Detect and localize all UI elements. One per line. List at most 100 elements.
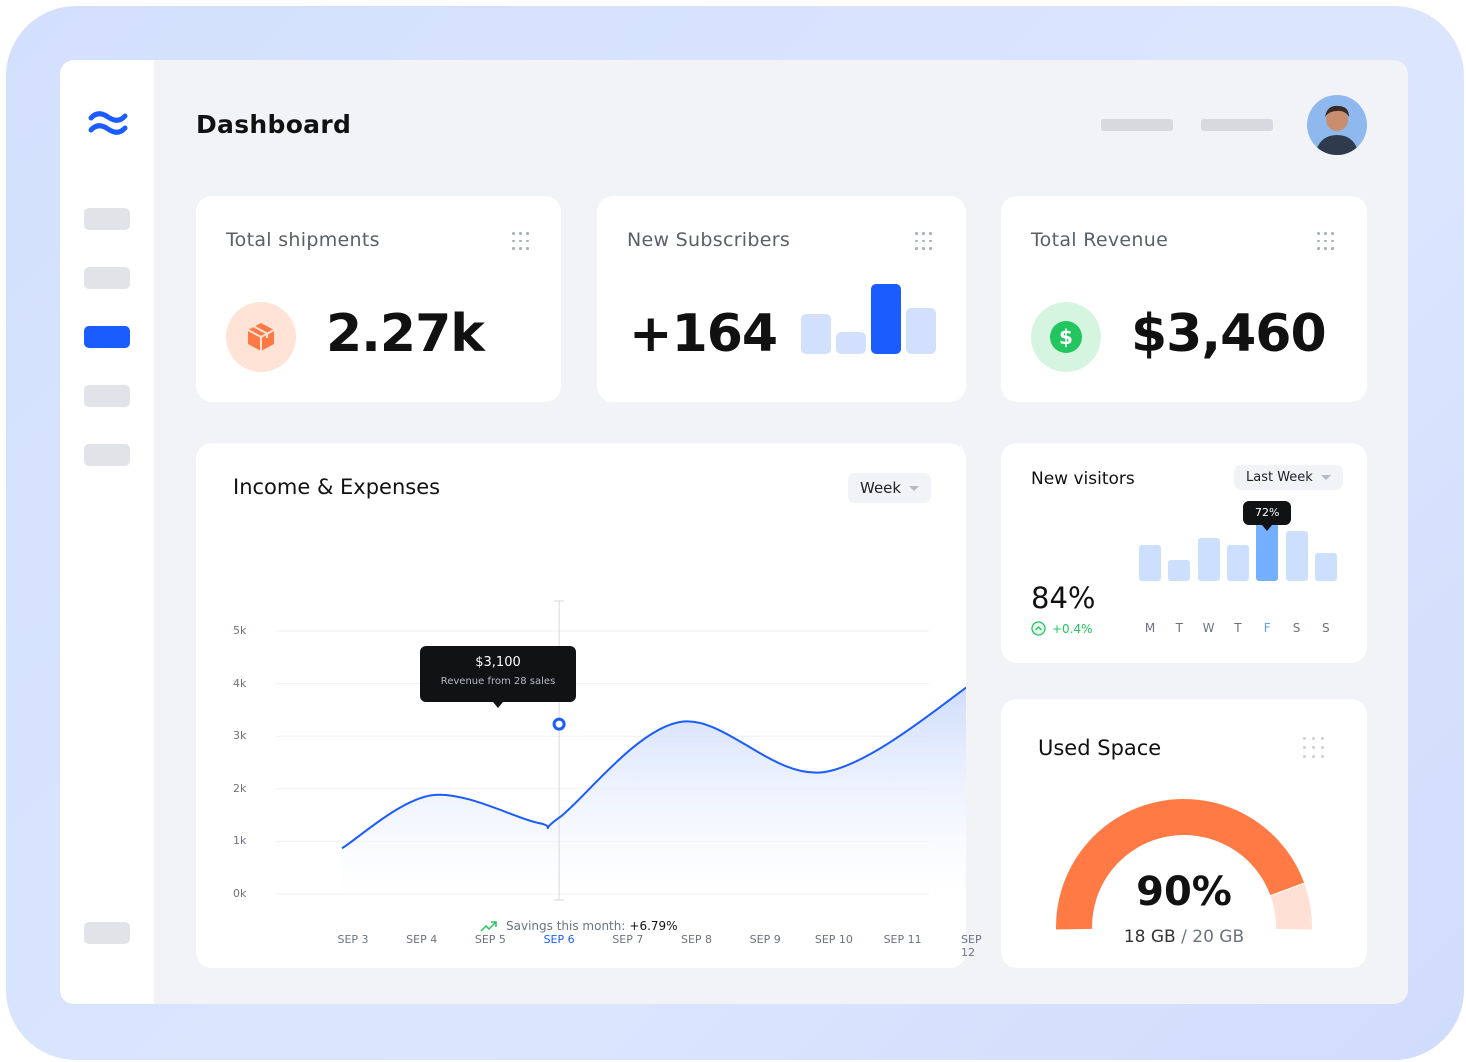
card-title: Used Space <box>1038 736 1162 760</box>
used-space-used: 18 GB <box>1123 927 1176 947</box>
x-tick-label[interactable]: SEP 10 <box>814 933 853 946</box>
sidebar-item-2[interactable] <box>84 267 130 289</box>
x-tick-label[interactable]: SEP 5 <box>474 933 506 946</box>
y-tick-label: 4k <box>233 676 247 690</box>
data-point-marker[interactable] <box>552 717 566 731</box>
series-line <box>341 671 989 850</box>
dollar-icon: $ <box>1031 302 1101 372</box>
stat-value: $3,460 <box>1131 304 1327 364</box>
day-label: F <box>1263 621 1271 635</box>
card-new-visitors: New visitors Last Week 84% +0.4% M T W T F S S… <box>1001 443 1367 663</box>
sidebar-item-4[interactable] <box>84 385 130 407</box>
subscriber-bar <box>871 284 901 354</box>
y-tick-label: 3k <box>233 729 247 743</box>
day-label: T <box>1175 621 1183 635</box>
used-space-total: 20 GB <box>1192 927 1245 947</box>
sidebar-item-active[interactable] <box>84 326 130 348</box>
visitors-bars: M T W T F S S 72% <box>1139 501 1339 653</box>
card-total-revenue: Total Revenue $ $3,460 <box>1001 196 1367 402</box>
x-tick-label[interactable]: SEP 4 <box>406 933 438 946</box>
y-tick-label: 0k <box>233 887 247 900</box>
card-used-space: Used Space 90% 18 GB / 20 GB <box>1001 699 1367 968</box>
subscriber-bar <box>906 307 936 354</box>
visitor-bar[interactable] <box>1197 537 1220 581</box>
tooltip-value: $3,100 <box>475 655 521 670</box>
card-income-expenses: Income & Expenses Week 5k 4k 3k 2k 1k 0k SEP 3… <box>196 443 989 968</box>
day-label: S <box>1321 621 1330 635</box>
y-tick-label: 2k <box>233 781 247 795</box>
x-tick-label[interactable]: SEP 7 <box>612 933 644 946</box>
card-new-subscribers: New Subscribers +164 <box>597 196 966 402</box>
period-select-value: Week <box>860 479 902 497</box>
visitors-change-value: +0.4% <box>1052 621 1093 636</box>
income-chart: 5k 4k 3k 2k 1k 0k SEP 3 SEP 4 SEP 5 SEP 6 SEP 7 SEP… <box>196 443 989 968</box>
visitor-bar[interactable] <box>1168 560 1191 581</box>
savings-value: +6.79% <box>629 919 678 933</box>
gauge-used <box>1056 799 1305 930</box>
period-select-value: Last Week <box>1246 470 1313 485</box>
series-area <box>342 672 988 894</box>
used-space-detail: 18 GB / 20 GB <box>1123 927 1245 947</box>
x-tick-label[interactable]: SEP 12 <box>961 933 982 959</box>
subscriber-bar <box>836 332 866 354</box>
visitor-bar[interactable] <box>1314 552 1337 581</box>
svg-text:$: $ <box>1059 325 1073 349</box>
y-tick-label: 1k <box>233 834 247 848</box>
header-placeholder-1[interactable] <box>1101 119 1173 131</box>
arrow-up-circle-icon <box>1031 621 1046 636</box>
x-tick-label[interactable]: SEP 8 <box>680 933 713 946</box>
subscriber-bar <box>801 314 831 354</box>
day-label: T <box>1234 621 1242 635</box>
card-title: Total shipments <box>226 229 380 251</box>
day-label: W <box>1202 621 1215 635</box>
visitor-bar[interactable] <box>1285 531 1308 581</box>
drag-handle-icon[interactable] <box>512 232 530 250</box>
visitors-period-select[interactable]: Last Week <box>1234 465 1343 490</box>
gauge-remaining <box>1270 883 1312 930</box>
period-select[interactable]: Week <box>848 473 932 503</box>
y-tick-label: 5k <box>233 624 247 637</box>
dashboard-panel: Dashboard Total shipments 2.27k New Subs… <box>60 60 1408 1004</box>
drag-handle-icon[interactable] <box>915 232 933 250</box>
sidebar-item-1[interactable] <box>84 208 130 230</box>
drag-handle-icon[interactable] <box>1317 232 1335 250</box>
trending-up-icon <box>480 921 497 932</box>
stat-value: +164 <box>629 304 778 364</box>
visitor-bar[interactable] <box>1226 545 1249 581</box>
savings-summary: Savings this month: +6.79% <box>480 919 678 933</box>
card-title: Income & Expenses <box>233 475 441 499</box>
x-tick-label[interactable]: SEP 9 <box>749 933 781 946</box>
card-title: New Subscribers <box>627 229 791 251</box>
chevron-down-icon <box>909 485 920 491</box>
x-tick-label[interactable]: SEP 11 <box>883 933 922 946</box>
header-placeholder-2[interactable] <box>1201 119 1273 131</box>
page-title: Dashboard <box>196 110 352 139</box>
card-title: New visitors <box>1031 469 1135 489</box>
visitor-bar[interactable] <box>1139 545 1161 581</box>
logo-icon[interactable] <box>88 108 128 138</box>
tooltip-subtext: Revenue from 28 sales <box>440 676 556 687</box>
drag-handle-icon[interactable] <box>1303 737 1324 758</box>
x-tick-label[interactable]: SEP 3 <box>337 933 369 946</box>
sidebar-item-5[interactable] <box>84 444 130 466</box>
savings-label: Savings this month: <box>506 919 626 933</box>
day-label: M <box>1144 621 1156 635</box>
package-icon <box>226 302 296 372</box>
used-space-gauge <box>1056 799 1312 930</box>
visitors-change: +0.4% <box>1031 621 1093 636</box>
sidebar-item-bottom[interactable] <box>84 922 130 944</box>
chart-tooltip: $3,100 Revenue from 28 sales <box>420 646 576 708</box>
avatar[interactable] <box>1307 95 1367 155</box>
card-total-shipments: Total shipments 2.27k <box>196 196 561 402</box>
visitor-tooltip: 72% <box>1243 501 1292 531</box>
sidebar <box>60 60 154 1004</box>
day-label: S <box>1292 621 1301 635</box>
stat-value: 2.27k <box>326 304 485 364</box>
visitors-value: 84% <box>1031 581 1096 615</box>
chevron-down-icon <box>1320 475 1331 480</box>
visitor-bar[interactable] <box>1256 515 1279 581</box>
x-tick-label[interactable]: SEP 6 <box>543 933 575 946</box>
used-space-percent: 90% <box>1136 869 1232 915</box>
card-title: Total Revenue <box>1031 229 1169 251</box>
subscriber-bars <box>801 284 937 354</box>
